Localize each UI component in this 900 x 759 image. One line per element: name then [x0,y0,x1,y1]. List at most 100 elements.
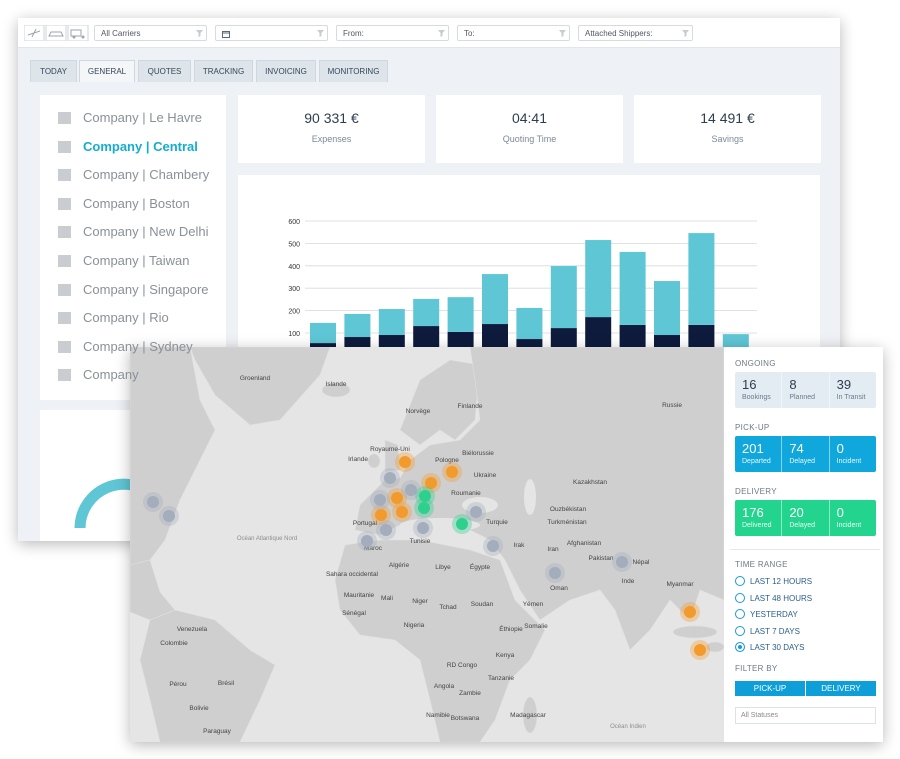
y-tick-label: 200 [288,309,300,316]
map-label: Soudan [471,601,494,608]
stat: 0 Incident [830,500,876,536]
bar-segment [550,266,577,329]
map-label: Myanmar [666,581,694,588]
radio-label[interactable]: YESTERDAY [750,610,798,620]
bar-segment [516,307,543,340]
company-name[interactable]: Company | Rio [83,310,169,326]
map-label: Pérou [169,681,187,688]
filter-button[interactable]: DELIVERY [806,681,876,696]
marker [694,644,706,656]
kpi-value: 14 491 € [700,110,755,126]
map-label: Venezuela [177,626,208,633]
bar-segment [378,309,405,336]
shippers-select[interactable]: Attached Shippers: [578,25,693,41]
radio[interactable] [735,592,745,603]
marker [616,556,628,568]
tab[interactable]: INVOICING [256,60,316,82]
map-label: Tunisie [410,538,431,545]
marker [374,494,386,506]
radio[interactable] [735,609,745,620]
tab[interactable]: TRACKING [194,60,253,82]
stat-value: 176 [742,505,764,520]
company-name[interactable]: Company | Le Havre [83,110,202,125]
stat-value: 201 [742,441,764,456]
company-name[interactable]: Company | Boston [83,195,190,211]
radio-label[interactable]: LAST 30 DAYS [750,643,805,653]
radio[interactable] [735,625,745,636]
map-label: Népal [633,559,651,566]
bar-segment [482,274,508,325]
stat-value: 20 [789,505,804,520]
stat-label: Delayed [789,522,816,529]
radio-label[interactable]: LAST 7 DAYS [750,626,800,636]
map-label: Irlande [348,456,368,463]
tab[interactable]: MONITORING [319,60,388,82]
company-name[interactable]: Company | Singapore [83,281,209,297]
stat-value: 0 [836,441,844,456]
map-label: Bolivie [189,705,209,712]
map-window: Groenland Islande Norvège Finlande Russie Irl… [129,346,883,743]
map-label: Afghanistan [567,540,602,547]
date-select[interactable] [215,25,328,41]
tab[interactable]: TODAY [30,60,77,82]
map-label: Ouzbékistan [550,506,587,513]
tab[interactable]: GENERAL [79,60,135,82]
panel-heading: DELIVERY [735,487,777,496]
carrier-select[interactable]: All Carriers [94,25,207,41]
bar-segment [447,297,474,332]
company-name[interactable]: Company [83,367,139,383]
to-select[interactable]: To: [457,25,570,41]
marker [456,518,468,530]
radio-label[interactable]: LAST 12 HOURS [750,577,813,586]
from-select[interactable]: From: [336,25,449,41]
bar-segment [688,233,715,325]
map-label: Mali [381,595,393,602]
map-label: Kazakhstan [573,479,607,486]
y-tick-label: 400 [288,264,300,271]
map-label: Nigeria [404,622,425,629]
company-name[interactable]: Company | Sydney [83,338,193,354]
divider [730,549,880,550]
marker [417,522,429,534]
map-label: Irak [514,542,526,549]
panel-heading: FILTER BY [735,664,778,673]
y-tick-label: 500 [288,241,300,248]
filter-button[interactable]: PICK-UP [735,681,805,696]
company-icon [58,226,71,239]
map-label: Iran [547,546,559,553]
radio[interactable] [735,576,745,586]
status-select[interactable]: All Statuses [735,707,876,724]
marker [446,466,458,478]
map-label: Madagascar [510,712,547,719]
map-label: Pakistan [589,555,614,562]
company-icon [58,369,71,382]
company-icon [58,340,71,353]
company-name[interactable]: Company | Chambery [83,167,210,183]
stat: 0 Incident [830,436,876,472]
map-label: Botswana [451,715,480,722]
map-label: Ukraine [474,472,497,479]
company-name[interactable]: Company | New Delhi [83,224,209,240]
company-name[interactable]: Company | Central [83,138,198,154]
world-map: Groenland Islande Norvège Finlande Russie Irl… [129,346,725,743]
radio-label[interactable]: LAST 48 HOURS [750,593,813,603]
panel-heading: TIME RANGE [735,560,788,569]
map-label: Angola [434,683,455,690]
map-label: Islande [326,381,347,388]
stat-label: Incident [836,458,862,465]
panel-heading: PICK-UP [735,423,770,432]
kpi-card [238,95,425,163]
kpi-value: 90 331 € [304,110,359,126]
kpi-label: Expenses [311,134,352,144]
map-label: Océan Atlantique Nord [237,536,297,542]
radio[interactable] [735,642,745,653]
bar-segment [413,298,440,327]
company-name[interactable]: Company | Taiwan [83,253,190,268]
map-label: Tchad [439,604,457,611]
company-icon [58,283,71,296]
map-label: Turquie [486,519,508,526]
tab[interactable]: QUOTES [138,60,191,82]
stat: 176 Delivered [735,500,783,536]
map-label: Zambie [459,690,481,697]
